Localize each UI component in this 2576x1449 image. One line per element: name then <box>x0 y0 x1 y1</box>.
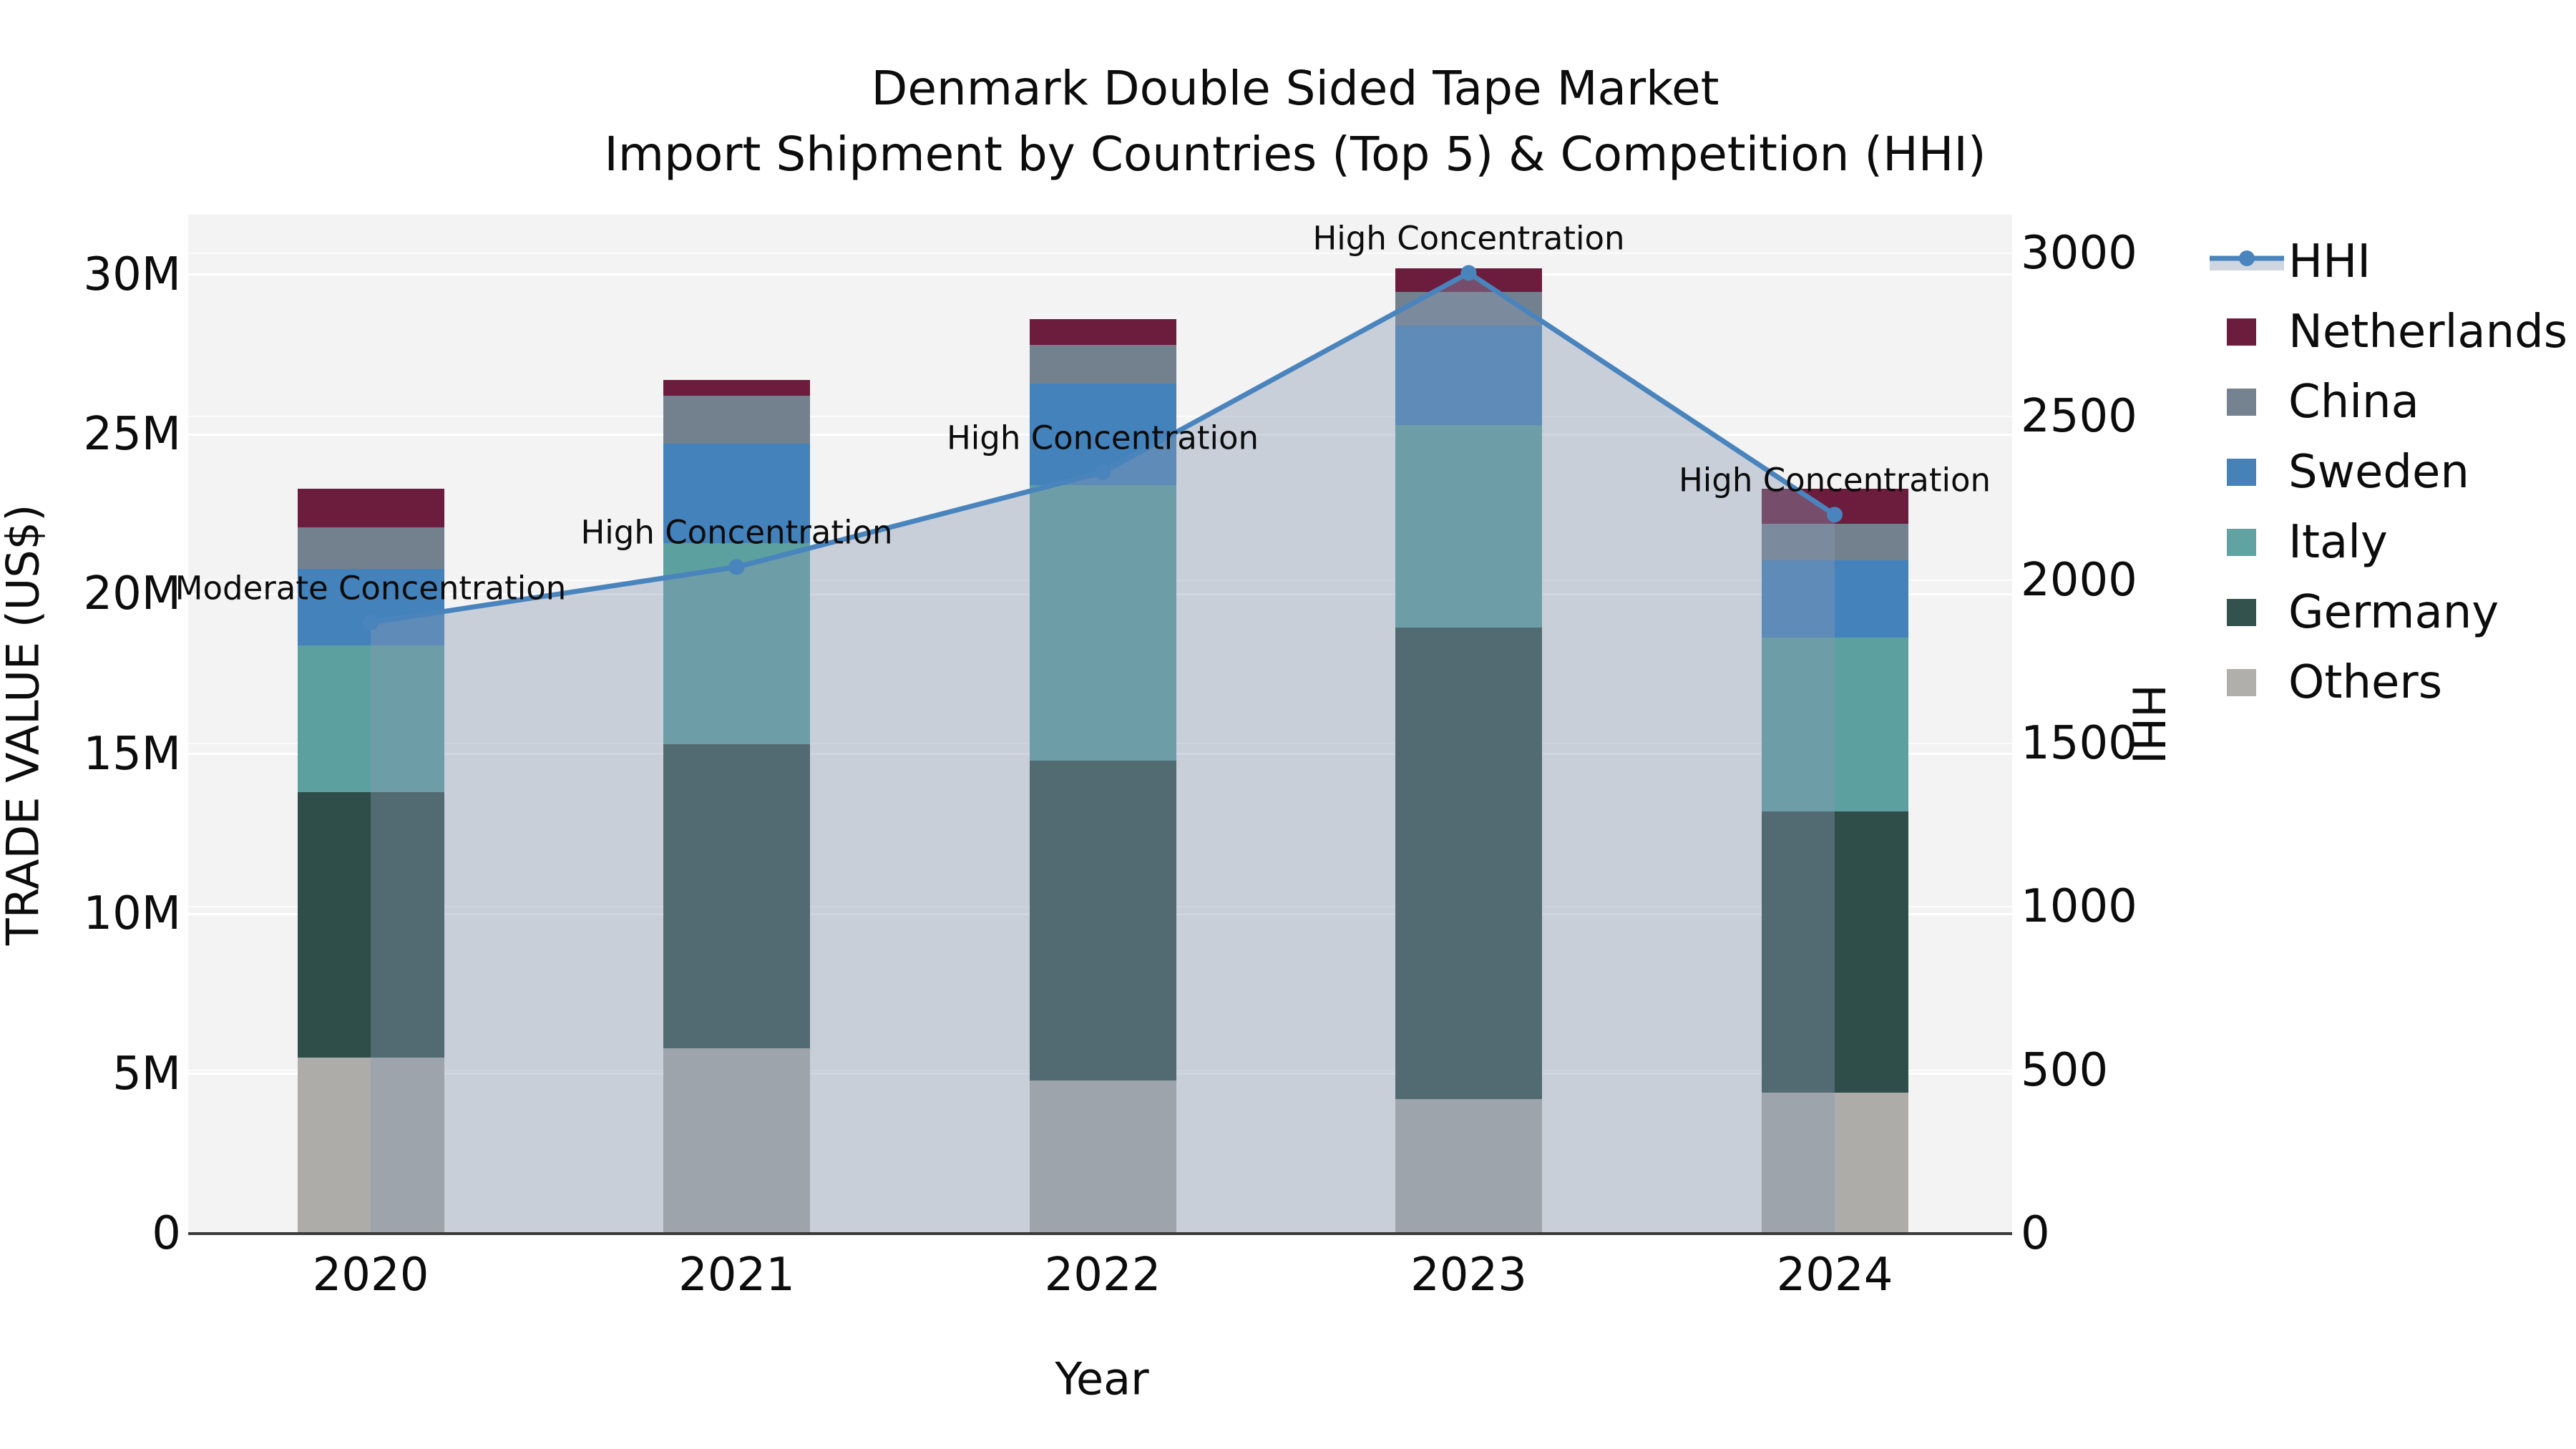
legend-swatch-box-italy <box>2210 521 2288 564</box>
ytick-right-3000: 3000 <box>2021 226 2137 280</box>
legend-label-italy: Italy <box>2288 516 2388 569</box>
legend-swatch-box-china <box>2210 381 2288 424</box>
gridline-left-30M <box>188 273 2012 276</box>
bar-2020-china <box>297 527 444 569</box>
bar-2021-others <box>663 1048 810 1234</box>
legend-label-china: China <box>2288 376 2419 429</box>
ytick-left-0: 0 <box>152 1207 181 1260</box>
legend-swatch-box-others <box>2210 661 2288 704</box>
bar-2023-others <box>1395 1099 1542 1234</box>
ytick-left-20M: 20M <box>83 567 181 621</box>
xtick-2020: 2020 <box>312 1249 429 1302</box>
legend-item-sweden: Sweden <box>2210 437 2567 507</box>
bar-2022-china <box>1029 344 1176 384</box>
chart-title-line2: Import Shipment by Countries (Top 5) & C… <box>604 127 1986 182</box>
ytick-right-500: 500 <box>2021 1043 2109 1097</box>
bar-2024-germany <box>1761 811 1908 1093</box>
ytick-left-5M: 5M <box>112 1047 181 1101</box>
bar-2021-germany <box>663 744 810 1048</box>
bar-2020-italy <box>297 645 444 793</box>
legend-item-china: China <box>2210 367 2567 437</box>
bar-2024-others <box>1761 1093 1908 1234</box>
bar-2023-italy <box>1395 424 1542 628</box>
bar-2022-italy <box>1029 485 1176 761</box>
gridline-right-3000 <box>188 252 2012 254</box>
bar-2020-germany <box>297 792 444 1058</box>
annotation-2023: High Concentration <box>1312 219 1625 258</box>
annotation-2020: Moderate Concentration <box>175 569 567 608</box>
ytick-right-1500: 1500 <box>2021 716 2137 770</box>
ytick-left-10M: 10M <box>83 887 181 941</box>
ytick-right-2500: 2500 <box>2021 390 2137 444</box>
legend-item-germany: Germany <box>2210 577 2567 648</box>
bar-2022-others <box>1029 1080 1176 1234</box>
hhi-line-swatch-icon <box>2210 240 2288 283</box>
bar-2023-germany <box>1395 628 1542 1100</box>
legend-swatch-box-netherlands <box>2210 311 2288 353</box>
ytick-left-25M: 25M <box>83 408 181 461</box>
ytick-right-1000: 1000 <box>2021 880 2137 934</box>
ytick-right-0: 0 <box>2021 1207 2050 1260</box>
chart-title-line1: Denmark Double Sided Tape Market <box>871 61 1719 116</box>
legend-label-others: Others <box>2288 656 2443 709</box>
bar-2022-germany <box>1029 760 1176 1080</box>
annotation-2022: High Concentration <box>946 419 1259 457</box>
legend-swatch-italy <box>2227 529 2256 556</box>
ytick-right-2000: 2000 <box>2021 553 2137 607</box>
legend-swatch-china <box>2227 389 2256 416</box>
bar-2022-netherlands <box>1029 319 1176 345</box>
ytick-left-15M: 15M <box>83 727 181 781</box>
legend-label-hhi: HHI <box>2288 235 2371 288</box>
bar-2020-others <box>297 1058 444 1234</box>
legend-item-others: Others <box>2210 648 2567 718</box>
bar-2024-china <box>1761 524 1908 561</box>
legend: HHI Netherlands China Sweden Italy Germany Oth… <box>2210 227 2567 718</box>
xtick-2022: 2022 <box>1044 1249 1161 1302</box>
bar-2021-china <box>663 396 810 444</box>
bar-2024-italy <box>1761 637 1908 812</box>
legend-swatch-others <box>2227 669 2256 696</box>
legend-item-netherlands: Netherlands <box>2210 297 2567 367</box>
chart-title: Denmark Double Sided Tape Market Import … <box>604 56 1986 188</box>
legend-swatch-germany <box>2227 599 2256 626</box>
legend-swatch-sweden <box>2227 459 2256 486</box>
legend-label-germany: Germany <box>2288 586 2499 639</box>
legend-swatch-box-germany <box>2210 591 2288 634</box>
annotation-2021: High Concentration <box>580 513 893 552</box>
annotation-2024: High Concentration <box>1678 461 1991 499</box>
xtick-2024: 2024 <box>1776 1249 1893 1302</box>
bar-2020-netherlands <box>297 488 444 527</box>
bar-2023-sweden <box>1395 326 1542 425</box>
bar-2021-netherlands <box>663 380 810 396</box>
legend-swatch-netherlands <box>2227 318 2256 346</box>
legend-swatch-box-sweden <box>2210 451 2288 494</box>
x-axis-line <box>188 1232 2012 1235</box>
x-axis-label: Year <box>1055 1352 1149 1405</box>
legend-label-sweden: Sweden <box>2288 446 2469 499</box>
bar-2023-netherlands <box>1395 268 1542 293</box>
legend-item-italy: Italy <box>2210 507 2567 577</box>
legend-item-hhi: HHI <box>2210 227 2567 297</box>
xtick-2023: 2023 <box>1410 1249 1527 1302</box>
xtick-2021: 2021 <box>678 1249 795 1302</box>
hhi-legend-glyph <box>2210 250 2284 270</box>
legend-label-netherlands: Netherlands <box>2288 306 2568 358</box>
bar-2023-china <box>1395 292 1542 326</box>
bar-2024-sweden <box>1761 560 1908 638</box>
bar-2021-italy <box>663 542 810 745</box>
ytick-left-30M: 30M <box>83 248 181 301</box>
